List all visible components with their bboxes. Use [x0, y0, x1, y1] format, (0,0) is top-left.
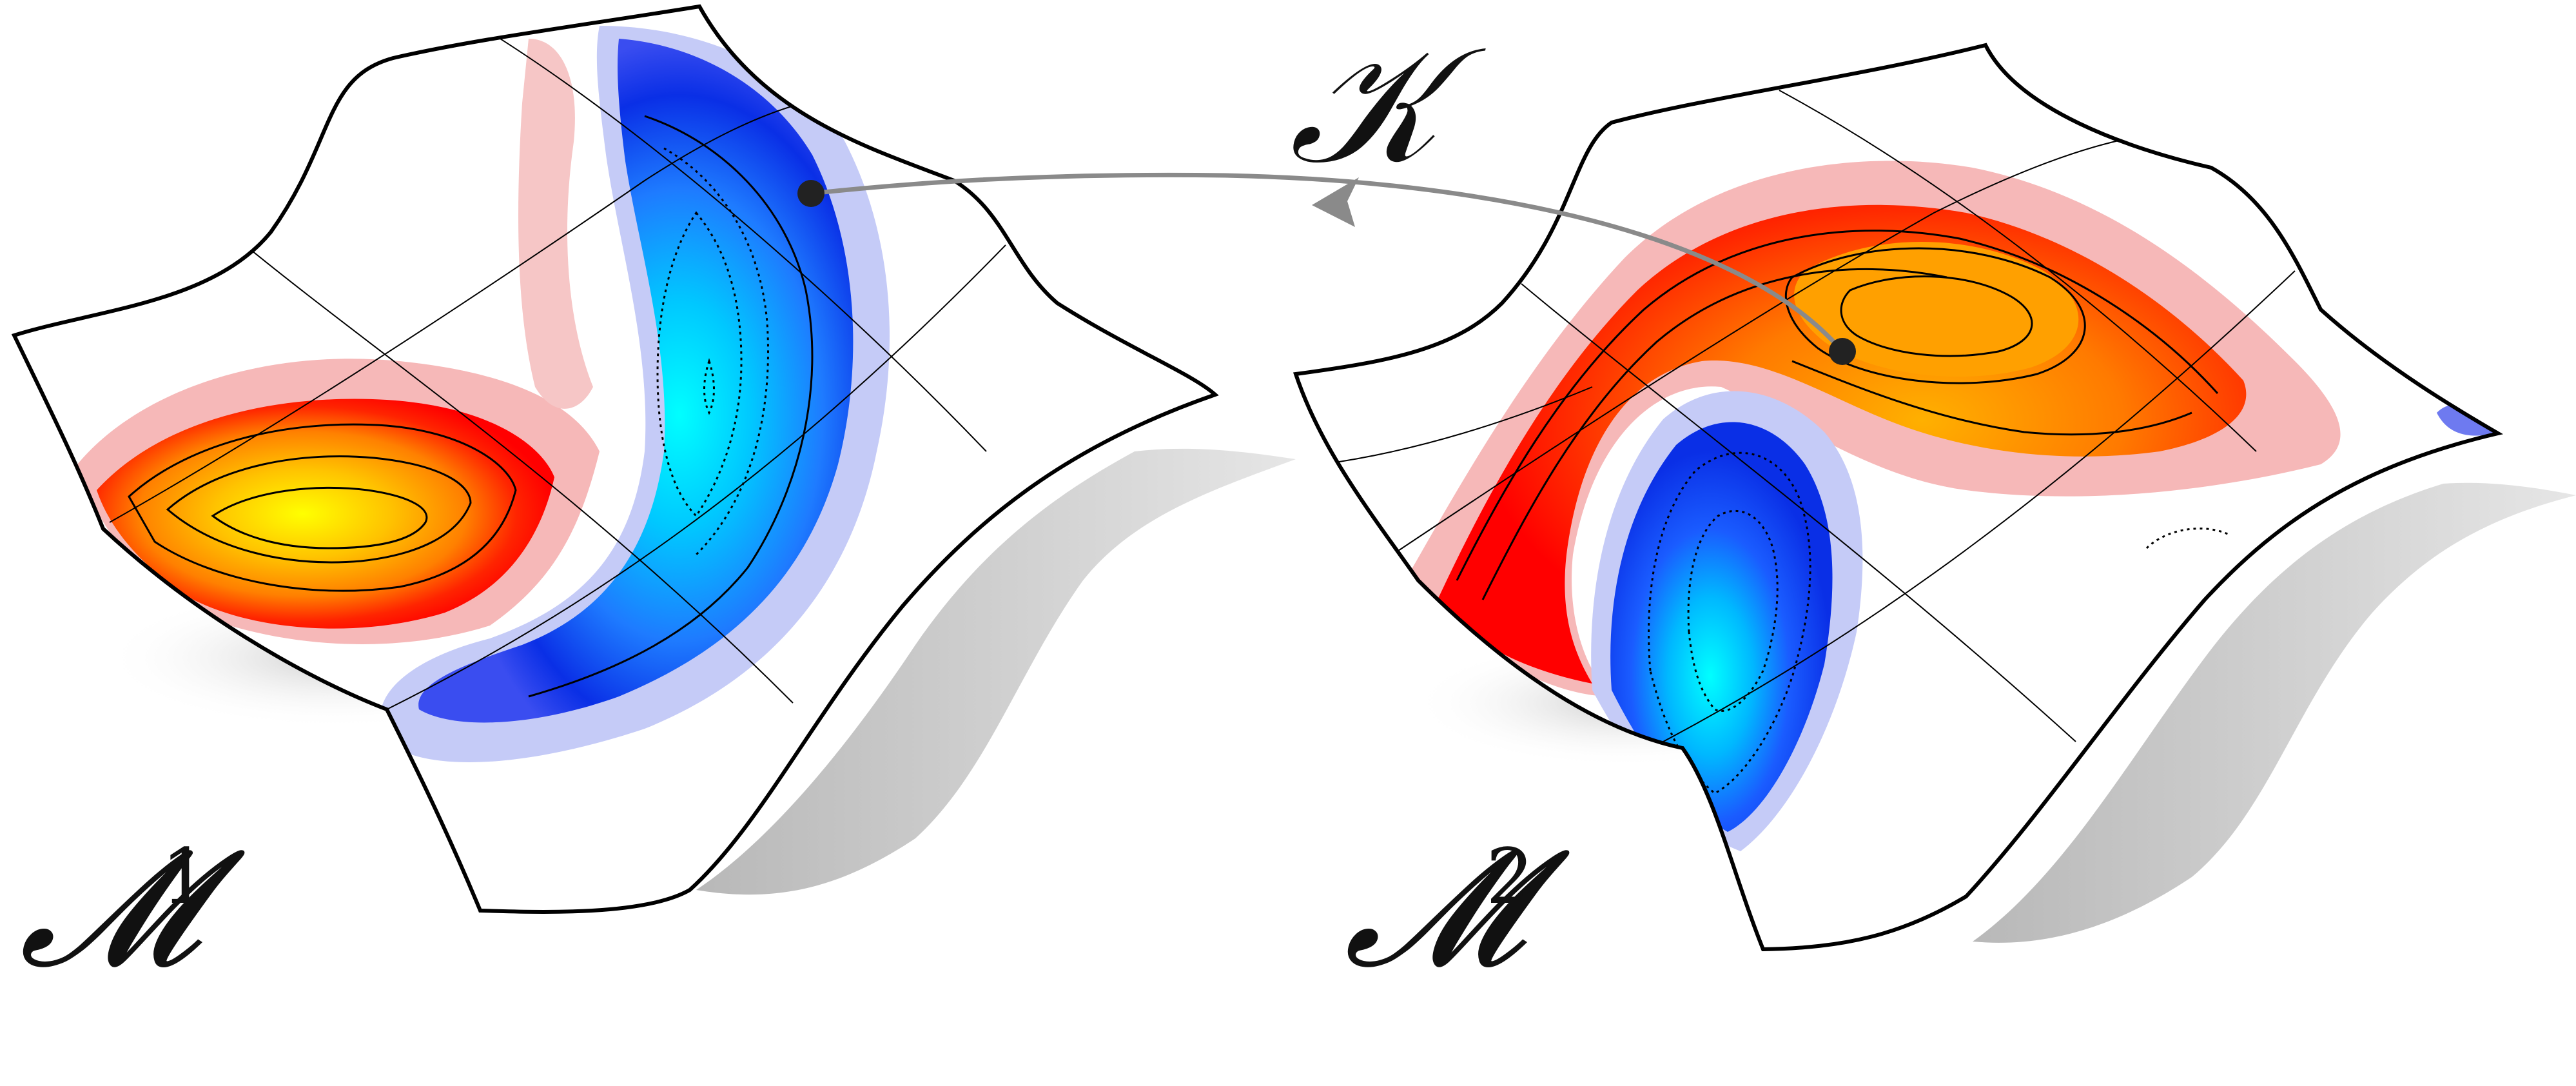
label-m1-symbol: 𝓜 — [19, 814, 246, 1002]
surface-m1-shadow — [696, 448, 1296, 895]
negative-vortex-m1 — [418, 39, 854, 723]
negative-vortex-m2 — [1610, 422, 1833, 832]
label-m2-superscript: 2 — [1486, 832, 1534, 921]
label-m2-symbol: 𝓜 — [1344, 814, 1571, 1002]
label-m2: 𝓜 2 — [1344, 814, 1571, 1002]
positive-tail-m1 — [518, 39, 593, 409]
mapping-curve — [810, 172, 1844, 353]
surface-m2 — [1293, 43, 2576, 952]
positive-vortex-m1 — [97, 399, 554, 629]
dotted-contours-m2 — [1648, 451, 2231, 795]
arrow-head-icon — [1312, 177, 1359, 227]
mapping-arrow — [797, 172, 1856, 365]
label-map-k: 𝒦 — [1289, 12, 1488, 199]
surface-m1-outline — [11, 4, 1219, 914]
contours-m2 — [1456, 230, 2219, 600]
target-point-m1 — [797, 180, 825, 207]
surface-m2-shadow — [1973, 482, 2576, 943]
surface-m2-face — [1296, 45, 2498, 949]
contours-m1 — [128, 115, 814, 698]
label-m1: 𝓜 1 — [19, 814, 246, 1002]
dotted-contours-m1 — [656, 147, 770, 556]
positive-core-m2 — [1794, 242, 2079, 377]
surface-m1 — [11, 4, 1296, 914]
surface-m1-face — [14, 6, 1215, 912]
source-point-m2 — [1829, 338, 1856, 365]
surface-m2-outline — [1293, 43, 2504, 952]
label-m1-superscript: 1 — [161, 832, 210, 921]
